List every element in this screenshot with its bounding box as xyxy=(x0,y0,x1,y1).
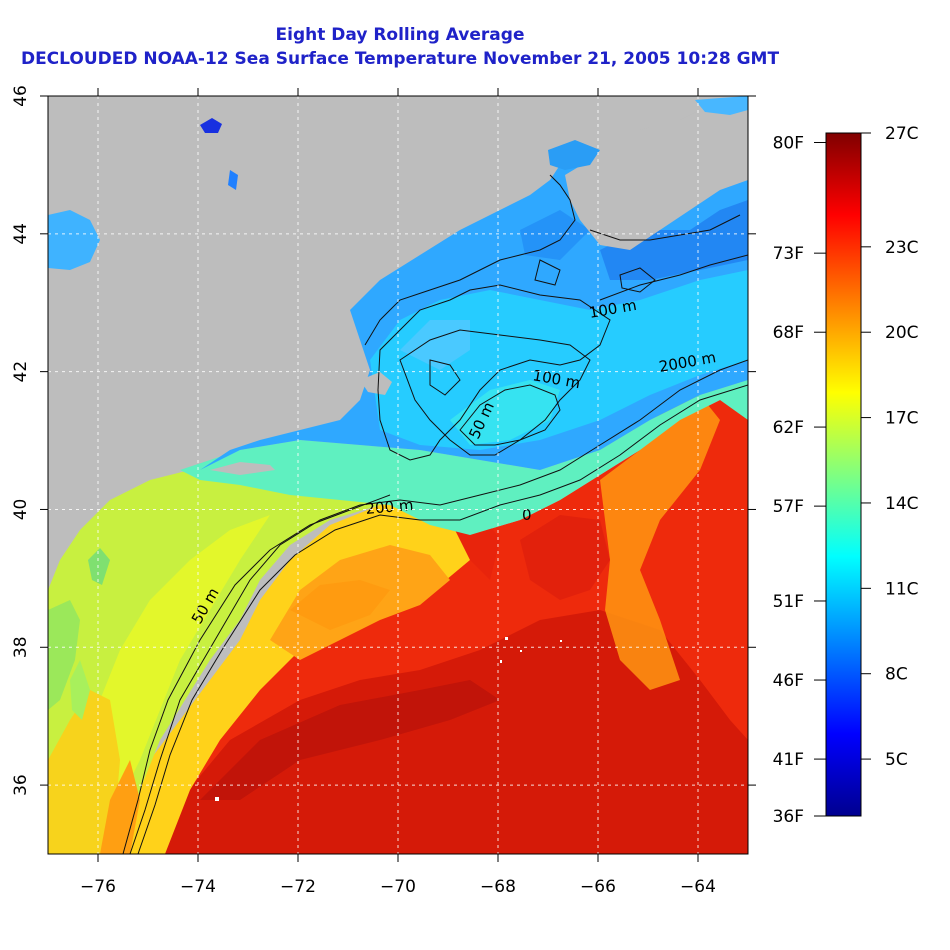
fahrenheit-label: 46F xyxy=(773,671,804,691)
y-tick-label: 40 xyxy=(11,499,31,521)
fahrenheit-label: 57F xyxy=(773,497,804,517)
fahrenheit-label: 80F xyxy=(773,133,804,153)
x-tick-label: −68 xyxy=(480,877,516,897)
colorbar: 27C 23C 20C 17C 14C 11C 8C 5C 80F 73F 68F 62F 57F 51F… xyxy=(773,124,919,827)
x-tick-label: −64 xyxy=(680,877,716,897)
celsius-label: 17C xyxy=(885,409,919,429)
bathymetry-contours xyxy=(122,174,748,854)
celsius-label: 8C xyxy=(885,665,908,685)
x-tick-label: −74 xyxy=(180,877,216,897)
sst-field: 100 m 2000 m 100 m 50 m 200 m 0 50 m xyxy=(48,96,748,854)
y-tick-label: 46 xyxy=(11,85,31,107)
celsius-label: 27C xyxy=(885,124,919,144)
gulf-stream-core xyxy=(160,610,748,854)
land-nova-scotia xyxy=(565,100,748,250)
fahrenheit-label: 41F xyxy=(773,750,804,770)
celsius-label: 14C xyxy=(885,494,919,514)
fahrenheit-label: 36F xyxy=(773,807,804,827)
cloud-dropouts xyxy=(215,637,562,801)
celsius-label: 23C xyxy=(885,238,919,258)
fahrenheit-label: 73F xyxy=(773,244,804,264)
contour-label-200m: 200 m xyxy=(365,496,414,518)
axes: −76 −74 −72 −70 −68 −66 −64 36 38 40 42 44 46 xyxy=(11,85,756,897)
graticule xyxy=(48,96,748,854)
fahrenheit-label: 62F xyxy=(773,418,804,438)
y-tick-label: 44 xyxy=(11,223,31,245)
fahrenheit-label: 68F xyxy=(773,323,804,343)
celsius-label: 11C xyxy=(885,579,919,599)
colorbar-gradient xyxy=(825,132,862,817)
shelf-water-south xyxy=(48,470,420,854)
celsius-label: 5C xyxy=(885,750,908,770)
colorbar-ticks: 27C 23C 20C 17C 14C 11C 8C 5C 80F 73F 68F 62F 57F 51F… xyxy=(773,124,919,827)
y-tick-label: 38 xyxy=(11,636,31,658)
x-tick-label: −66 xyxy=(580,877,616,897)
x-tick-label: −72 xyxy=(280,877,316,897)
x-tick-label: −76 xyxy=(80,877,116,897)
y-tick-label: 36 xyxy=(11,774,31,796)
y-tick-label: 42 xyxy=(11,361,31,383)
celsius-label: 20C xyxy=(885,323,919,343)
map-title: Eight Day Rolling Average xyxy=(275,25,525,45)
x-tick-label: −70 xyxy=(380,877,416,897)
map-subtitle: DECLOUDED NOAA-12 Sea Surface Temperatur… xyxy=(20,49,780,69)
contour-label-zero: 0 xyxy=(522,506,532,524)
fahrenheit-label: 51F xyxy=(773,592,804,612)
